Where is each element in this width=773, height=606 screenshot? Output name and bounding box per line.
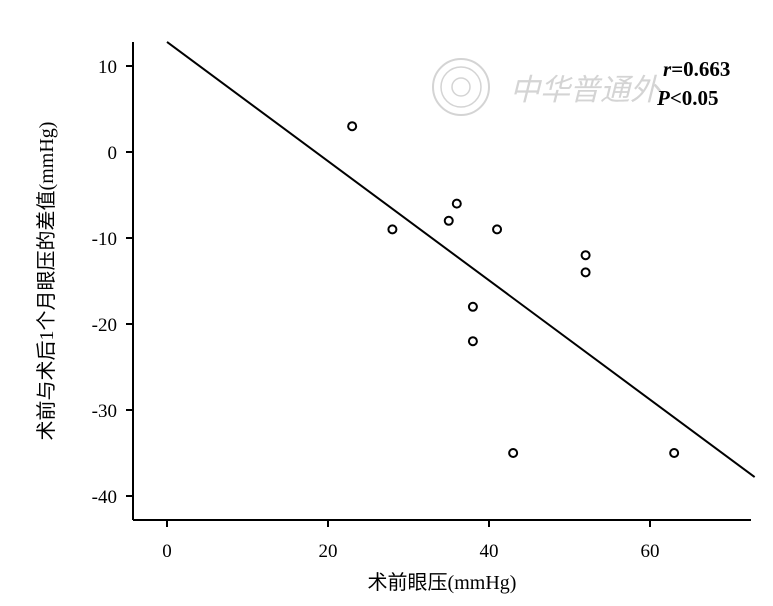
y-axis-ticks: 10 0 -10 -20 -30 -40	[92, 57, 133, 508]
x-tick-label: 60	[641, 541, 660, 562]
y-tick-label: -30	[92, 401, 117, 422]
r-annotation: r=0.663	[663, 57, 730, 81]
data-point	[451, 198, 462, 209]
watermark-seal-core	[451, 77, 471, 97]
y-tick-label: 0	[108, 143, 118, 164]
watermark: 中华普通外	[432, 58, 662, 116]
data-point	[443, 215, 454, 226]
x-axis-ticks: 0 20 40 60	[162, 520, 660, 562]
y-tick-label: -20	[92, 315, 117, 336]
data-point	[347, 121, 358, 132]
data-points	[347, 121, 680, 458]
p-annotation: P<0.05	[656, 86, 719, 110]
data-point	[492, 224, 503, 235]
x-tick-label: 20	[319, 541, 338, 562]
y-axis-title: 术前与术后1个月眼压的差值(mmHg)	[35, 122, 58, 441]
r-value: =0.663	[671, 57, 730, 81]
watermark-seal-inner	[440, 66, 482, 108]
r-symbol: r	[663, 57, 672, 81]
data-point	[387, 224, 398, 235]
p-value: <0.05	[670, 86, 719, 110]
watermark-text: 中华普通外	[510, 73, 662, 108]
data-point	[467, 336, 478, 347]
x-tick-label: 40	[480, 541, 499, 562]
y-tick-label: -10	[92, 229, 117, 250]
data-point	[580, 267, 591, 278]
watermark-seal-outer	[432, 58, 490, 116]
p-symbol: P	[656, 86, 670, 110]
y-tick-label: 10	[98, 57, 117, 78]
data-point	[467, 301, 478, 312]
data-point	[508, 448, 519, 458]
data-point	[669, 448, 680, 458]
data-point	[580, 250, 591, 261]
y-tick-label: -40	[92, 487, 117, 508]
regression-line	[166, 41, 756, 478]
x-axis-title: 术前眼压(mmHg)	[368, 571, 517, 594]
x-tick-label: 0	[162, 541, 172, 562]
